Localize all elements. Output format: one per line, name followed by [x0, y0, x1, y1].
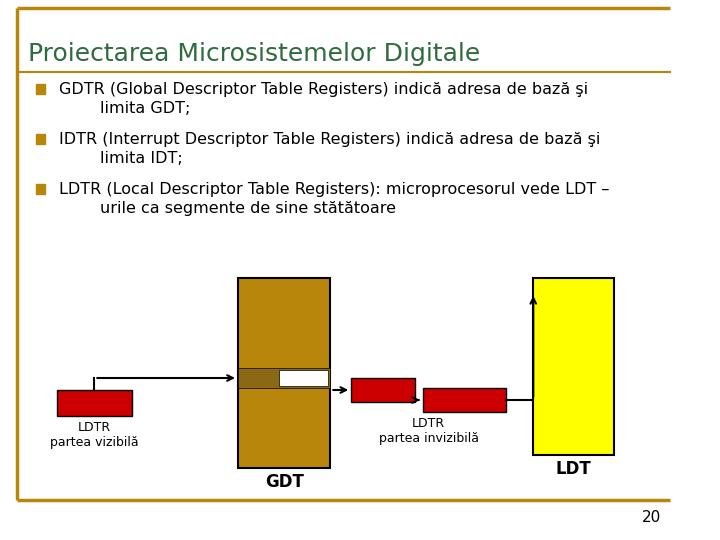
Text: 20: 20 — [642, 510, 661, 525]
Text: IDTR (Interrupt Descriptor Table Registers) indică adresa de bază şi
        lim: IDTR (Interrupt Descriptor Table Registe… — [58, 132, 600, 166]
Bar — [238, 278, 330, 468]
Bar — [36, 134, 45, 144]
Text: LDTR (Local Descriptor Table Registers): microprocesorul vede LDT –
        uril: LDTR (Local Descriptor Table Registers):… — [58, 182, 609, 216]
Text: GDTR (Global Descriptor Table Registers) indică adresa de bază şi
        limita: GDTR (Global Descriptor Table Registers)… — [58, 82, 588, 116]
Bar — [423, 388, 506, 412]
Bar — [351, 378, 415, 402]
Bar — [57, 390, 132, 416]
Text: LDTR
partea vizibilă: LDTR partea vizibilă — [50, 421, 139, 449]
Bar — [36, 84, 45, 94]
Text: Proiectarea Microsistemelor Digitale: Proiectarea Microsistemelor Digitale — [28, 42, 480, 66]
Bar — [534, 278, 613, 455]
Bar — [279, 370, 328, 386]
Bar — [36, 184, 45, 194]
Text: LDT: LDT — [556, 460, 591, 478]
Text: GDT: GDT — [265, 473, 304, 491]
Text: LDTR
partea invizibilă: LDTR partea invizibilă — [379, 417, 479, 445]
Bar — [238, 368, 330, 388]
